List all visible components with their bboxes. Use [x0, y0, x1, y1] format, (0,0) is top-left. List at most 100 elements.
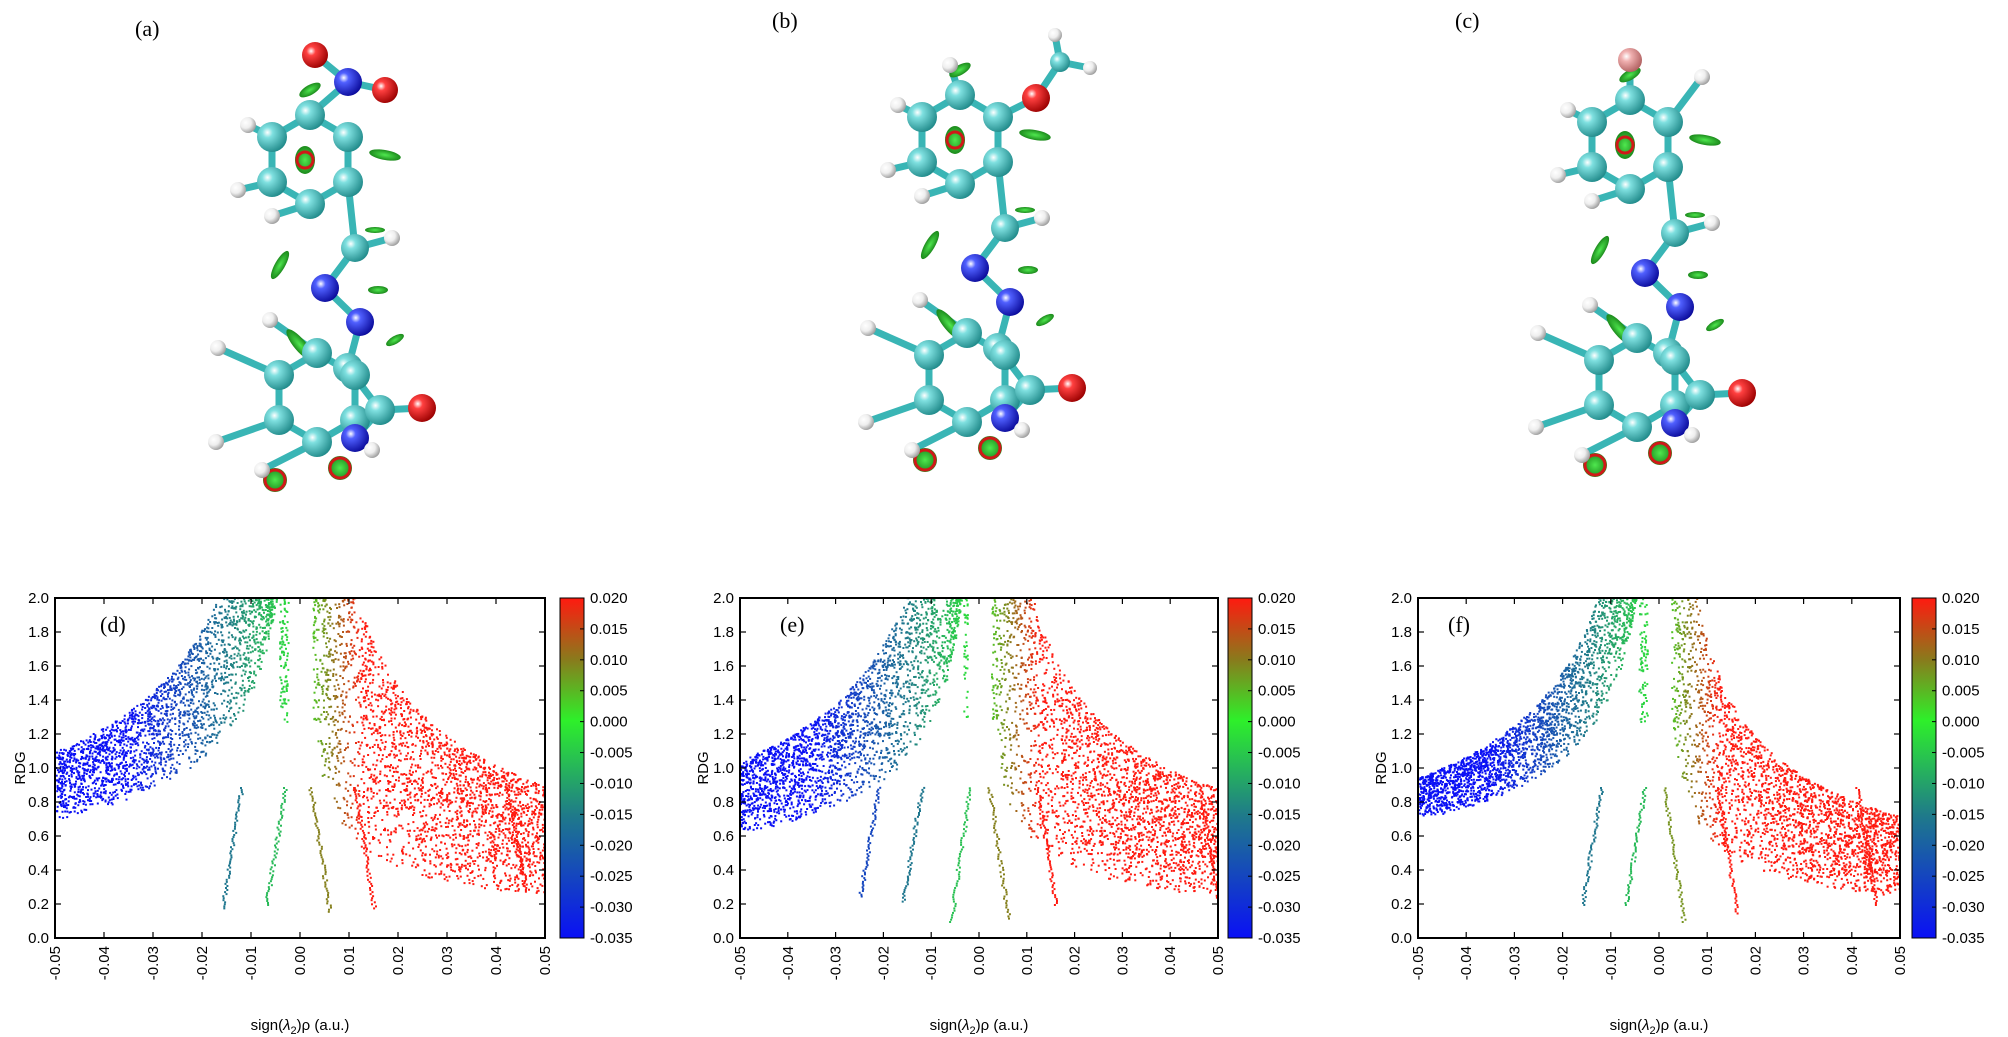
scatter-point: [488, 851, 491, 854]
scatter-point: [432, 828, 435, 831]
scatter-point: [207, 690, 210, 693]
scatter-point: [214, 621, 217, 624]
scatter-point: [412, 861, 415, 864]
scatter-point: [393, 798, 396, 801]
scatter-point: [348, 595, 350, 597]
scatter-point: [110, 793, 113, 796]
scatter-point: [451, 801, 454, 804]
scatter-point: [461, 756, 464, 759]
scatter-point: [424, 791, 427, 794]
scatter-point: [328, 589, 330, 591]
hydrogen-atom: [240, 117, 256, 133]
scatter-point: [501, 767, 504, 770]
scatter-point: [230, 692, 233, 695]
scatter-point: [239, 608, 242, 611]
scatter-point: [366, 625, 369, 628]
carbon-atom: [340, 360, 370, 390]
scatter-point: [246, 689, 249, 692]
scatter-point: [367, 685, 370, 688]
scatter-point: [334, 650, 337, 653]
scatter-point: [245, 621, 247, 624]
scatter-point: [254, 648, 257, 651]
scatter-point: [251, 600, 254, 603]
scatter-point: [110, 728, 113, 731]
scatter-point: [531, 885, 534, 888]
scatter-point: [197, 706, 200, 709]
scatter-point: [277, 589, 279, 591]
scatter-point: [231, 636, 234, 639]
scatter-point: [341, 599, 344, 602]
scatter-point: [66, 760, 69, 763]
scatter-point: [388, 708, 390, 711]
scatter-point: [281, 651, 283, 654]
scatter-point: [194, 656, 197, 659]
scatter-point: [357, 814, 360, 817]
scatter-point: [91, 803, 94, 806]
scatter-point: [363, 782, 366, 785]
scatter-point: [511, 884, 514, 886]
scatter-point: [441, 834, 444, 837]
scatter-point: [121, 720, 124, 723]
scatter-point: [236, 627, 239, 630]
scatter-point: [101, 759, 104, 762]
scatter-point: [511, 784, 514, 787]
scatter-point: [275, 598, 278, 601]
scatter-point: [180, 662, 183, 665]
scatter-point: [261, 638, 264, 641]
scatter-point: [541, 884, 544, 887]
scatter-point: [479, 783, 482, 786]
scatter-point: [343, 703, 346, 706]
scatter-point: [105, 770, 108, 773]
scatter-point: [129, 763, 132, 766]
scatter-point: [532, 851, 535, 854]
scatter-point: [98, 759, 100, 762]
scatter-point: [165, 712, 168, 715]
scatter-point: [64, 810, 67, 813]
scatter-point: [335, 695, 338, 697]
scatter-point: [231, 647, 234, 650]
scatter-point: [527, 833, 530, 836]
scatter-point: [171, 730, 174, 732]
scatter-point: [378, 799, 381, 802]
scatter-point: [326, 696, 329, 699]
scatter-point: [111, 725, 114, 728]
scatter-point: [391, 741, 394, 744]
scatter-point: [150, 697, 153, 700]
scatter-point: [114, 783, 117, 786]
scatter-point: [105, 780, 108, 783]
scatter-point: [454, 858, 457, 861]
scatter-point: [187, 651, 190, 654]
scatter-point: [420, 792, 423, 795]
scatter-point: [526, 785, 529, 788]
scatter-point: [260, 618, 263, 621]
scatter-point: [280, 646, 283, 649]
scatter-point: [448, 875, 451, 878]
scatter-point: [317, 706, 320, 709]
scatter-point: [225, 681, 228, 684]
scatter-point: [361, 627, 364, 630]
scatter-point: [137, 726, 139, 729]
scatter-point: [276, 585, 278, 587]
scatter-point: [132, 774, 135, 777]
scatter-point: [418, 722, 421, 725]
scatter-point: [132, 740, 135, 743]
scatter-point: [167, 753, 170, 756]
scatter-point: [58, 763, 61, 766]
scatter-point: [366, 799, 369, 802]
scatter-point: [168, 758, 171, 761]
scatter-point: [395, 815, 398, 818]
scatter-point: [239, 605, 242, 608]
scatter-point: [527, 823, 530, 826]
scatter-point: [111, 768, 114, 771]
scatter-point: [81, 811, 83, 814]
scatter-point: [202, 670, 205, 673]
scatter-point: [342, 702, 344, 705]
scatter-point: [384, 734, 387, 737]
scatter-point: [502, 863, 505, 866]
scatter-point: [342, 720, 345, 723]
scatter-point: [202, 750, 205, 753]
scatter-point: [125, 761, 127, 764]
scatter-point: [255, 604, 258, 607]
scatter-point: [327, 685, 330, 688]
scatter-point: [313, 609, 315, 612]
